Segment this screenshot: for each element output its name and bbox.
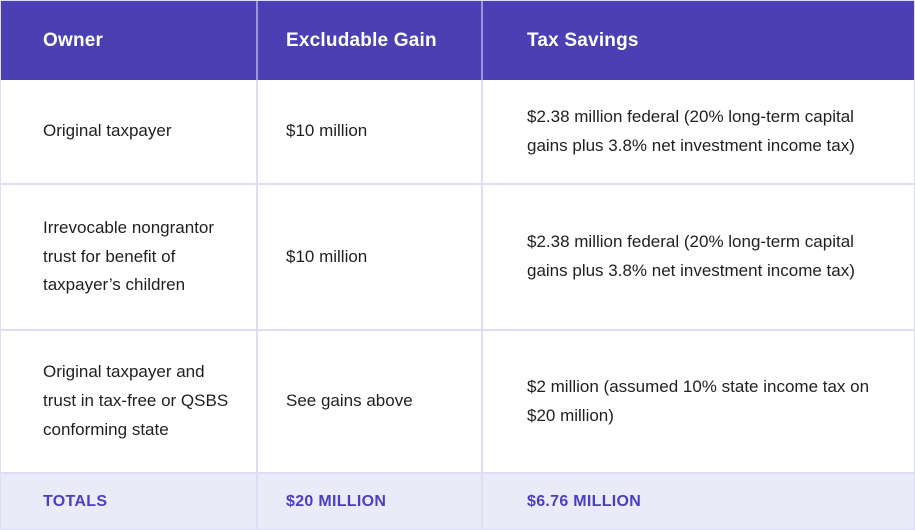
- table-totals-row: TOTALS $20 MILLION $6.76 MILLION: [1, 474, 914, 529]
- cell-owner: Original taxpayer and trust in tax-free …: [1, 331, 258, 472]
- totals-tax-savings: $6.76 MILLION: [527, 492, 642, 510]
- table-row: Original taxpayer $10 million $2.38 mill…: [1, 80, 914, 185]
- header-cell-tax-savings: Tax Savings: [527, 29, 639, 51]
- table-row: Irrevocable nongrantor trust for benefit…: [1, 185, 914, 331]
- cell-tax-savings: $2.38 million federal (20% long-term cap…: [527, 106, 855, 155]
- header-cell-excludable-gain: Excludable Gain: [258, 1, 483, 80]
- cell-tax-savings: $2 million (assumed 10% state income tax…: [527, 376, 870, 425]
- table-header-row: Owner Excludable Gain Tax Savings: [1, 1, 914, 80]
- totals-label: TOTALS: [1, 474, 258, 529]
- cell-excludable-gain: See gains above: [258, 331, 483, 472]
- cell-owner: Irrevocable nongrantor trust for benefit…: [1, 185, 258, 329]
- table-row: Original taxpayer and trust in tax-free …: [1, 331, 914, 474]
- cell-excludable-gain: $10 million: [258, 80, 483, 183]
- totals-excludable-gain: $20 MILLION: [258, 474, 483, 529]
- header-cell-owner: Owner: [1, 1, 258, 80]
- cell-tax-savings: $2.38 million federal (20% long-term cap…: [527, 232, 855, 280]
- cell-owner: Original taxpayer: [1, 80, 258, 183]
- cell-excludable-gain: $10 million: [258, 185, 483, 329]
